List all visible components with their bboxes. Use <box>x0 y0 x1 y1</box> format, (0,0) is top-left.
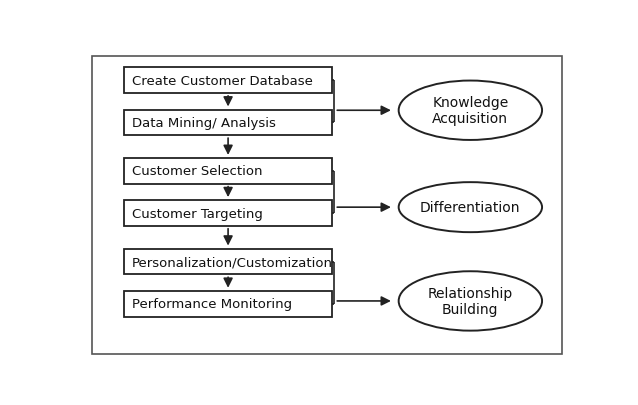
FancyBboxPatch shape <box>124 249 332 275</box>
Text: Differentiation: Differentiation <box>420 200 521 215</box>
FancyBboxPatch shape <box>124 291 332 317</box>
Text: Personalization/Customization: Personalization/Customization <box>131 256 332 269</box>
FancyBboxPatch shape <box>124 159 332 184</box>
FancyBboxPatch shape <box>124 68 332 94</box>
Text: Relationship
Building: Relationship Building <box>427 286 513 316</box>
Ellipse shape <box>399 183 542 232</box>
FancyBboxPatch shape <box>92 56 562 354</box>
Text: Create Customer Database: Create Customer Database <box>131 75 313 87</box>
Text: Performance Monitoring: Performance Monitoring <box>131 298 292 311</box>
Text: Customer Targeting: Customer Targeting <box>131 207 263 220</box>
FancyBboxPatch shape <box>124 110 332 136</box>
Ellipse shape <box>399 272 542 331</box>
Ellipse shape <box>399 81 542 141</box>
FancyBboxPatch shape <box>124 201 332 226</box>
Text: Data Mining/ Analysis: Data Mining/ Analysis <box>131 117 276 130</box>
Text: Knowledge
Acquisition: Knowledge Acquisition <box>432 96 508 126</box>
Text: Customer Selection: Customer Selection <box>131 165 262 178</box>
